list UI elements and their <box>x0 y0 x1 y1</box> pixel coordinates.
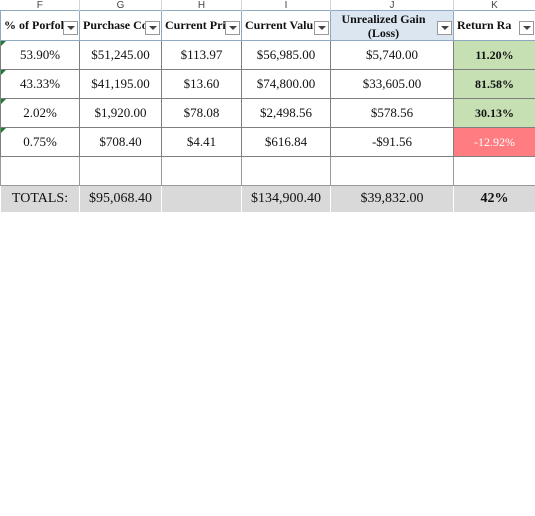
cell[interactable] <box>330 156 454 186</box>
filter-button[interactable] <box>145 21 160 35</box>
header-cell[interactable]: Return Ra <box>453 10 535 41</box>
cell[interactable]: $113.97 <box>161 40 242 70</box>
column-letter[interactable]: I <box>241 0 331 11</box>
cell[interactable]: $4.41 <box>161 127 242 157</box>
cell[interactable]: 0.75% <box>0 127 80 157</box>
cell[interactable]: $41,195.00 <box>79 69 162 99</box>
filter-button[interactable] <box>225 21 240 35</box>
cell[interactable]: 30.13% <box>453 98 535 128</box>
data-row: 43.33% $41,195.00 $13.60 $74,800.00 $33,605.… <box>0 69 535 99</box>
cell[interactable]: 81.58% <box>453 69 535 99</box>
column-letter[interactable]: H <box>161 0 242 11</box>
error-indicator <box>1 128 6 133</box>
filter-button[interactable] <box>437 21 452 35</box>
cell[interactable]: -12.92% <box>453 127 535 157</box>
cell[interactable]: $1,920.00 <box>79 98 162 128</box>
header-text: Return Ra <box>457 18 512 32</box>
error-indicator <box>1 41 6 46</box>
cell[interactable]: $13.60 <box>161 69 242 99</box>
column-letter[interactable]: F <box>0 0 80 11</box>
cell[interactable] <box>241 156 331 186</box>
filter-button[interactable] <box>63 21 78 35</box>
cell[interactable]: 11.20% <box>453 40 535 70</box>
header-text: % of Porfoli <box>4 18 68 32</box>
data-row: 2.02% $1,920.00 $78.08 $2,498.56 $578.56 30.1… <box>0 98 535 128</box>
column-letter[interactable]: J <box>330 0 454 11</box>
error-indicator <box>1 99 6 104</box>
totals-cell[interactable] <box>161 185 242 212</box>
column-letter[interactable]: G <box>79 0 162 11</box>
header-cell[interactable]: Unrealized Gain (Loss) <box>330 10 454 41</box>
data-row: 0.75% $708.40 $4.41 $616.84 -$91.56 -12.92% <box>0 127 535 157</box>
header-text: Current Pri <box>165 18 226 32</box>
cell[interactable]: $51,245.00 <box>79 40 162 70</box>
empty-row <box>0 156 535 186</box>
cell[interactable] <box>79 156 162 186</box>
column-letters: F G H I J K <box>0 0 535 11</box>
header-text: Purchase Co <box>83 18 148 32</box>
cell[interactable] <box>0 156 80 186</box>
cell[interactable] <box>161 156 242 186</box>
totals-cell[interactable]: $95,068.40 <box>79 185 162 212</box>
header-text: Current Valu <box>245 18 314 32</box>
header-cell[interactable]: Current Valu <box>241 10 331 41</box>
data-row: 53.90% $51,245.00 $113.97 $56,985.00 $5,740.… <box>0 40 535 70</box>
totals-label[interactable]: TOTALS: <box>0 185 80 212</box>
filter-button[interactable] <box>314 21 329 35</box>
portfolio-table: F G H I J K % of Porfoli Purchase Co Cur… <box>0 0 535 212</box>
cell[interactable]: $5,740.00 <box>330 40 454 70</box>
cell[interactable]: -$91.56 <box>330 127 454 157</box>
cell[interactable]: $578.56 <box>330 98 454 128</box>
totals-cell[interactable]: $134,900.40 <box>241 185 331 212</box>
cell[interactable]: $708.40 <box>79 127 162 157</box>
cell[interactable]: $2,498.56 <box>241 98 331 128</box>
header-cell[interactable]: Purchase Co <box>79 10 162 41</box>
totals-cell[interactable]: $39,832.00 <box>330 185 454 212</box>
cell[interactable]: $78.08 <box>161 98 242 128</box>
totals-cell[interactable]: 42% <box>453 185 535 212</box>
header-cell[interactable]: % of Porfoli <box>0 10 80 41</box>
header-text: Unrealized Gain (Loss) <box>341 11 426 40</box>
cell[interactable]: 43.33% <box>0 69 80 99</box>
cell[interactable]: $33,605.00 <box>330 69 454 99</box>
cell[interactable]: $74,800.00 <box>241 69 331 99</box>
cell[interactable]: 53.90% <box>0 40 80 70</box>
header-cell[interactable]: Current Pri <box>161 10 242 41</box>
error-indicator <box>1 70 6 75</box>
header-row: % of Porfoli Purchase Co Current Pri Cur… <box>0 10 535 41</box>
column-letter[interactable]: K <box>453 0 535 11</box>
totals-row: TOTALS: $95,068.40 $134,900.40 $39,832.0… <box>0 185 535 212</box>
cell[interactable] <box>453 156 535 186</box>
cell[interactable]: $56,985.00 <box>241 40 331 70</box>
filter-button[interactable] <box>519 21 534 35</box>
cell[interactable]: 2.02% <box>0 98 80 128</box>
cell[interactable]: $616.84 <box>241 127 331 157</box>
